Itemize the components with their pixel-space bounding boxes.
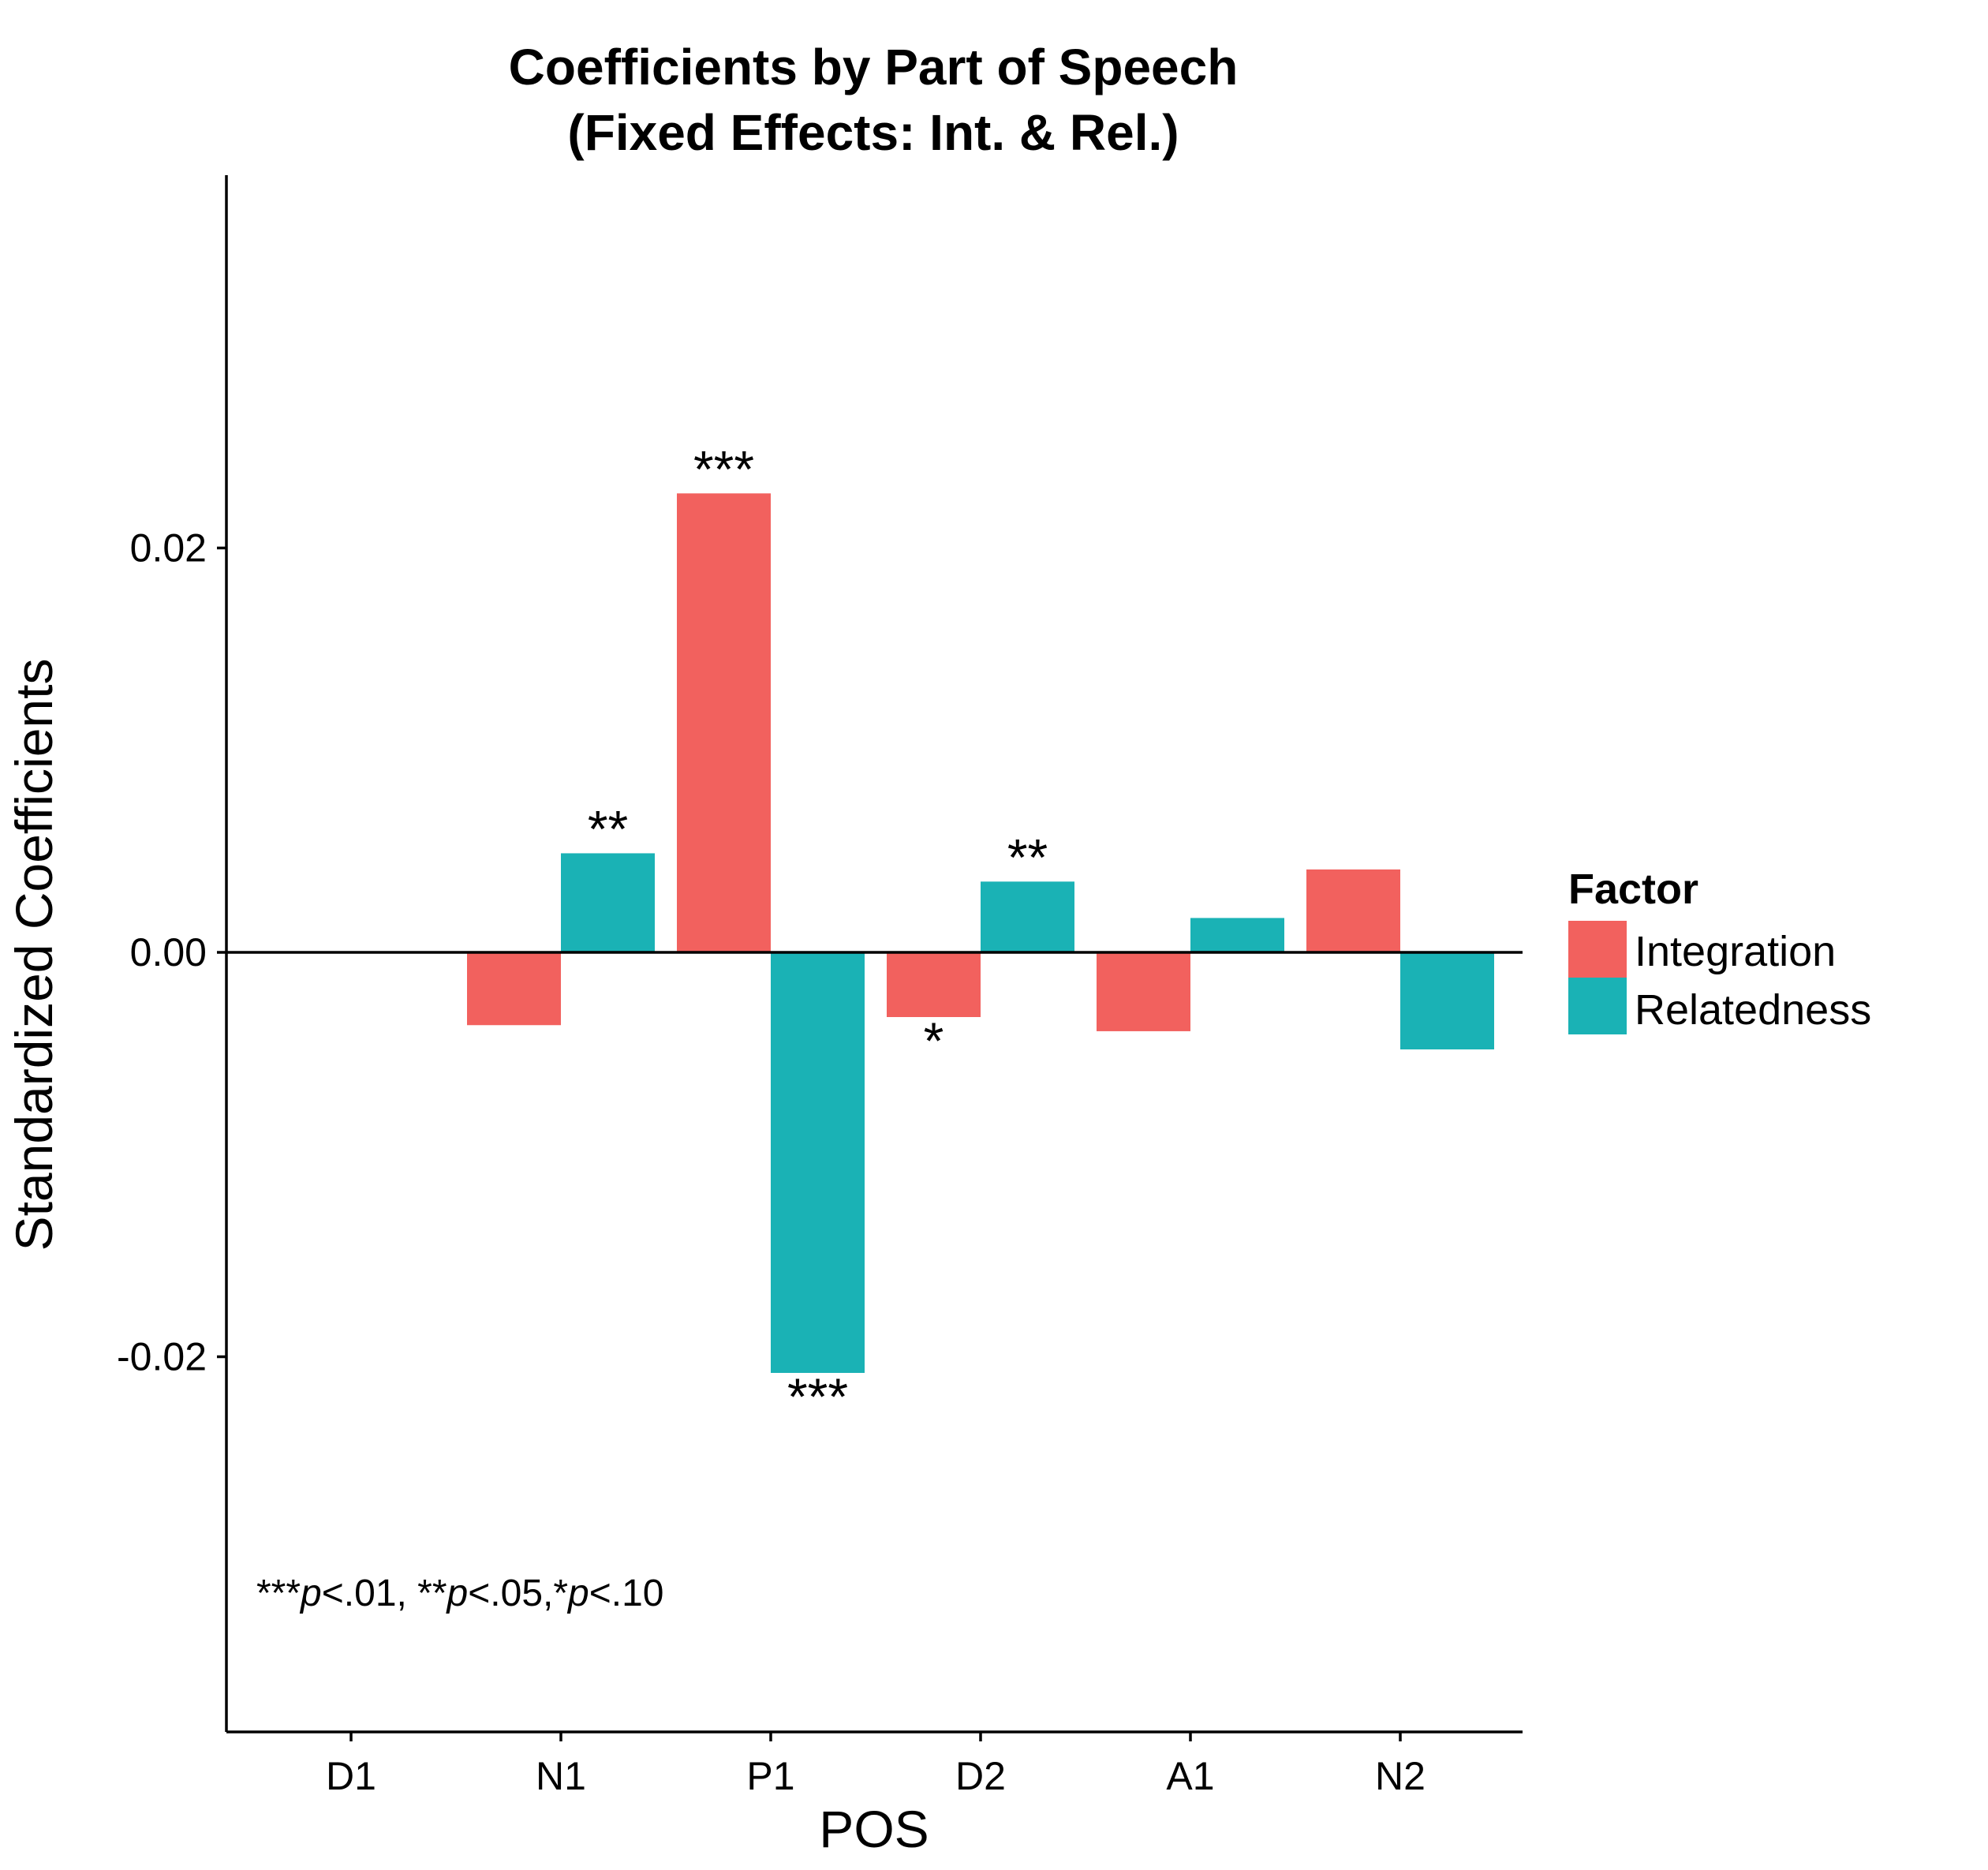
- significance-label-p1-relatedness: ***: [787, 1367, 848, 1426]
- bar-n1-integration: [467, 952, 561, 1026]
- bars-layer: [467, 493, 1494, 1373]
- x-tick-label-d1: D1: [326, 1754, 376, 1798]
- y-axis-title: Standardized Coefficients: [5, 659, 63, 1251]
- bar-n2-relatedness: [1400, 952, 1494, 1049]
- legend-swatch-relatedness: [1568, 978, 1627, 1034]
- x-tick-label-n1: N1: [536, 1754, 586, 1798]
- legend-label-relatedness: Relatedness: [1635, 986, 1871, 1034]
- x-tick-label-d2: D2: [955, 1754, 1006, 1798]
- y-tick-label: 0.02: [130, 526, 207, 570]
- bar-d2-relatedness: [981, 881, 1074, 952]
- bar-p1-integration: [677, 493, 771, 952]
- legend-title: Factor: [1568, 866, 1698, 913]
- chart-title: Coefficients by Part of Speech: [509, 39, 1239, 95]
- significance-label-n1-relatedness: **: [588, 799, 628, 858]
- legend-label-integration: Integration: [1635, 928, 1836, 975]
- y-tick-label: 0.00: [130, 930, 207, 974]
- bar-n2-integration: [1306, 869, 1400, 952]
- y-axis-ticks: -0.02 0.00 0.02: [117, 526, 226, 1379]
- bar-a1-relatedness: [1190, 918, 1284, 952]
- bar-n1-relatedness: [561, 853, 655, 952]
- y-tick-label: -0.02: [117, 1335, 207, 1379]
- significance-labels: ***********: [588, 439, 1048, 1425]
- significance-label-d2-integration: *: [924, 1012, 944, 1070]
- x-axis-title: POS: [819, 1800, 929, 1858]
- significance-label-p1-integration: ***: [693, 439, 754, 498]
- x-tick-label-a1: A1: [1166, 1754, 1214, 1798]
- x-tick-label-p1: P1: [746, 1754, 794, 1798]
- chart-subtitle: (Fixed Effects: Int. & Rel.): [567, 104, 1179, 161]
- significance-label-d2-relatedness: **: [1007, 828, 1048, 886]
- bar-a1-integration: [1097, 952, 1190, 1031]
- x-axis-ticks: D1 N1 P1 D2 A1 N2: [326, 1732, 1426, 1798]
- x-tick-label-n2: N2: [1375, 1754, 1426, 1798]
- significance-note: ***p<.01, **p<.05,*p<.10: [256, 1573, 664, 1614]
- legend-swatch-integration: [1568, 921, 1627, 978]
- bar-d2-integration: [887, 952, 981, 1017]
- bar-p1-relatedness: [771, 952, 865, 1373]
- legend: Factor Integration Relatedness: [1568, 866, 1871, 1034]
